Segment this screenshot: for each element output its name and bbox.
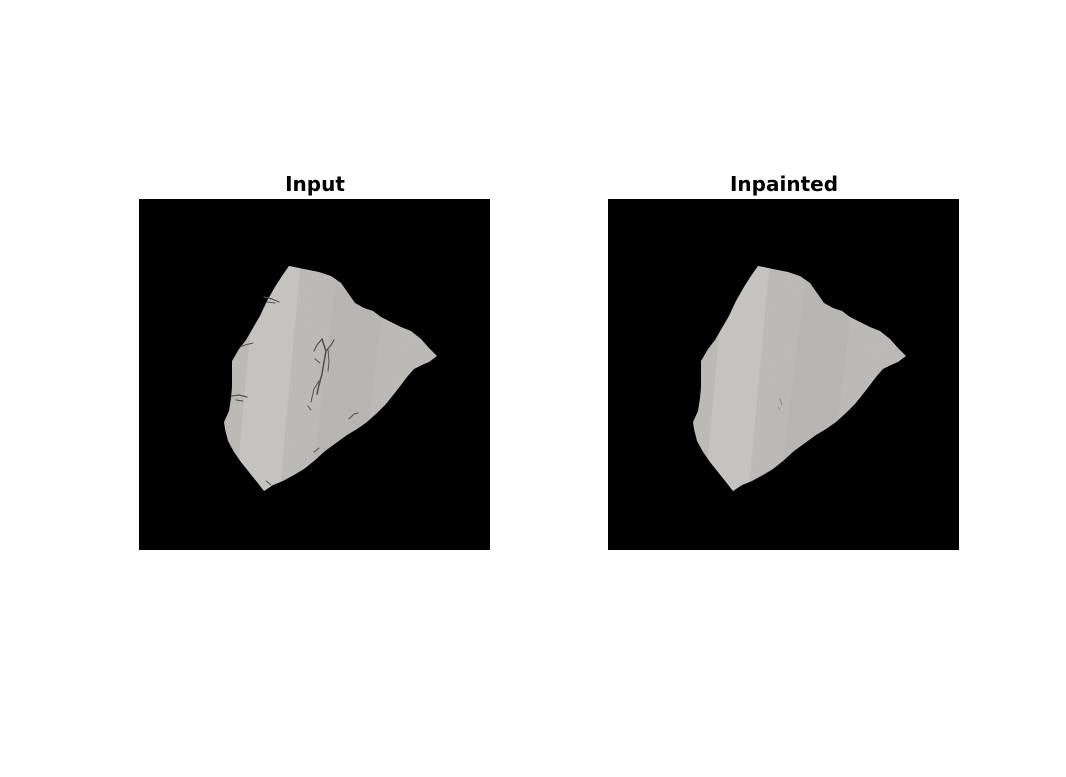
inpainted-image-graphic [693, 266, 906, 491]
panel-title-input: Input [285, 172, 345, 196]
input-image-graphic [224, 266, 437, 491]
stone-fragment [224, 266, 437, 491]
input-image [139, 199, 490, 550]
panel-title-inpainted: Inpainted [729, 172, 839, 196]
stone-fragment [693, 266, 906, 491]
crack-marks [230, 296, 359, 486]
residual-marks [777, 398, 783, 411]
inpainted-image [608, 199, 959, 550]
